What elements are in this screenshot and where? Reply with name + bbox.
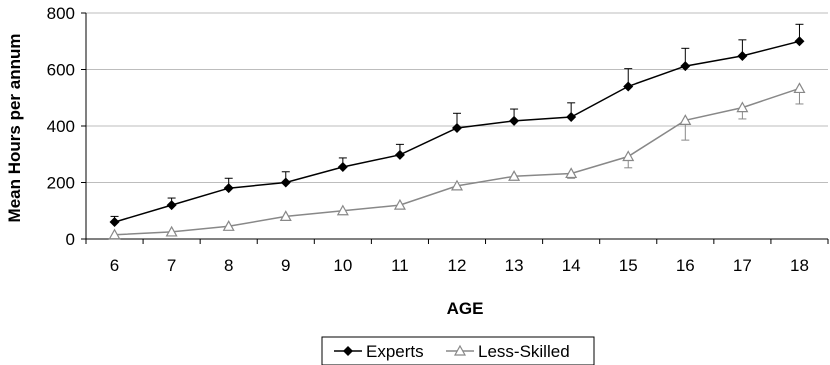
legend-marker-experts bbox=[343, 346, 353, 356]
data-point-less-skilled bbox=[622, 150, 635, 162]
data-point-experts bbox=[623, 81, 634, 92]
data-point-less-skilled bbox=[279, 210, 292, 221]
y-tick-label: 200 bbox=[47, 174, 75, 193]
x-tick-label: 10 bbox=[333, 256, 352, 275]
data-point-less-skilled bbox=[679, 114, 692, 125]
series-lines bbox=[114, 40, 800, 236]
x-tick-label: 14 bbox=[562, 256, 581, 275]
x-tick-label: 12 bbox=[448, 256, 467, 275]
x-tick-label: 17 bbox=[733, 256, 752, 275]
data-point-experts bbox=[737, 50, 748, 61]
y-tick-label: 400 bbox=[47, 117, 75, 136]
legend-label-less-skilled: Less-Skilled bbox=[478, 342, 570, 361]
data-point-less-skilled bbox=[165, 225, 178, 237]
x-tick-label: 11 bbox=[391, 256, 409, 275]
data-point-less-skilled bbox=[222, 220, 235, 231]
legend-label-experts: Experts bbox=[366, 342, 424, 361]
data-point-experts bbox=[280, 177, 291, 188]
x-tick-label: 15 bbox=[619, 256, 638, 275]
y-tick-label: 800 bbox=[47, 4, 75, 23]
data-point-experts bbox=[566, 111, 577, 122]
x-tick-label: 16 bbox=[676, 256, 695, 275]
data-point-less-skilled bbox=[736, 101, 749, 113]
x-tick-label: 8 bbox=[224, 256, 233, 275]
x-tick-label: 9 bbox=[281, 256, 290, 275]
series-markers bbox=[108, 36, 806, 240]
data-point-less-skilled bbox=[336, 204, 349, 216]
data-point-less-skilled bbox=[565, 167, 578, 179]
series-line-less-skilled bbox=[114, 87, 800, 236]
data-point-experts bbox=[166, 200, 177, 211]
data-point-experts bbox=[223, 183, 234, 194]
data-point-experts bbox=[794, 36, 805, 47]
data-point-experts bbox=[337, 161, 348, 172]
data-point-experts bbox=[109, 217, 120, 228]
legend-marker-less-skilled bbox=[453, 344, 467, 356]
axes bbox=[81, 12, 829, 244]
data-point-less-skilled bbox=[508, 170, 521, 181]
data-point-less-skilled bbox=[393, 198, 406, 210]
y-axis-title: Mean Hours per annum bbox=[5, 34, 24, 223]
data-point-less-skilled bbox=[108, 228, 121, 240]
x-axis-title: AGE bbox=[447, 299, 484, 318]
y-tick-label: 600 bbox=[47, 61, 75, 80]
x-tick-label: 13 bbox=[505, 256, 524, 275]
data-point-less-skilled bbox=[793, 82, 806, 94]
x-tick-label: 18 bbox=[790, 256, 809, 275]
data-point-experts bbox=[509, 115, 520, 126]
legend: Experts Less-Skilled bbox=[321, 336, 595, 365]
y-tick-label: 0 bbox=[66, 230, 75, 249]
data-point-experts bbox=[452, 122, 462, 133]
x-tick-label: 7 bbox=[167, 256, 176, 275]
x-tick-label: 6 bbox=[110, 256, 119, 275]
x-tick-labels: 6 7 8 9 10 11 12 13 14 15 16 17 18 bbox=[110, 256, 809, 275]
gridlines bbox=[86, 12, 828, 183]
data-point-less-skilled bbox=[450, 179, 464, 191]
error-bars bbox=[110, 23, 804, 223]
y-tick-labels: 0 200 400 600 800 bbox=[47, 4, 75, 249]
data-point-experts bbox=[680, 61, 691, 72]
data-point-experts bbox=[394, 149, 405, 160]
